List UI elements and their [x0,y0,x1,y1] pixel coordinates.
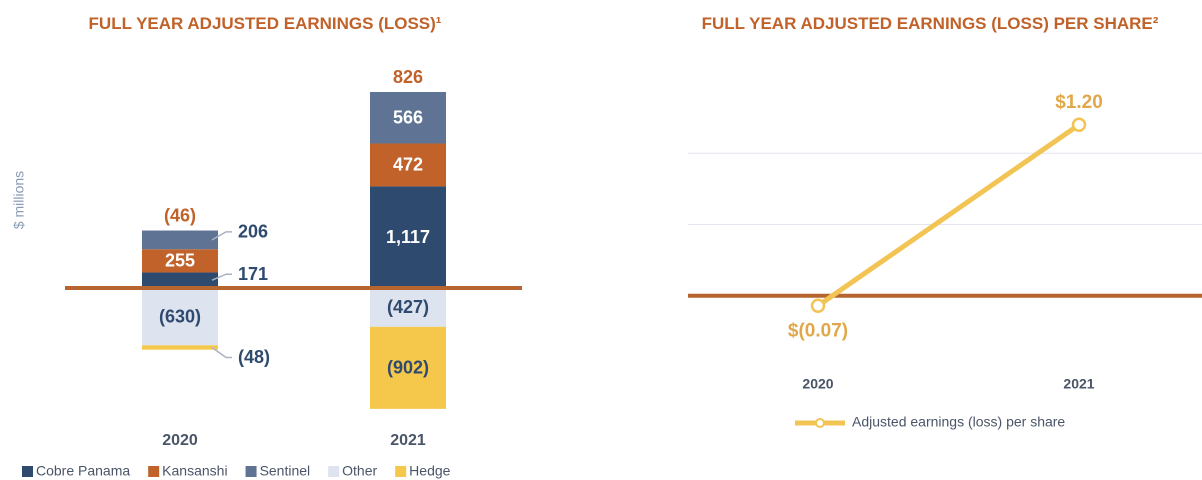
point [810,298,826,313]
bar-segment [370,326,446,409]
bar-segment [142,272,218,288]
value-label: 171 [238,264,268,284]
value-label: (427) [387,297,429,317]
value-label: $1.20 [1055,92,1103,113]
bar-segment [142,345,218,350]
y-axis-label: $ millions [11,171,27,229]
value-label: 472 [393,155,423,175]
x-tick-label: 2021 [1063,376,1094,392]
value-label: 255 [165,251,195,271]
legend-label: Hedge [409,463,450,479]
total-label: 826 [393,67,423,87]
bar-segment [370,143,446,187]
bar-segment [142,288,218,346]
x-tick-label: 2020 [162,432,198,449]
legend-swatch [395,466,407,477]
bar-segment [370,186,446,288]
bar-segment [370,92,446,144]
bar-segment [142,230,218,250]
legend-marker [815,418,825,428]
legend-swatch [148,466,160,477]
point [1071,117,1087,132]
value-label: 566 [393,107,423,127]
legend-swatch [245,466,257,477]
value-label: 206 [238,222,268,242]
total-label: (46) [164,205,196,225]
line [816,122,1081,308]
chart-title: FULL YEAR ADJUSTED EARNINGS (LOSS)¹ [88,14,442,33]
legend-label: Other [342,463,377,479]
legend-label: Cobre Panama [36,463,130,479]
value-label: 1,117 [386,227,430,247]
leader-line [211,346,232,359]
legend-swatch [328,466,340,477]
value-label: (48) [238,347,270,367]
legend-label: Sentinel [260,463,311,479]
legend-swatch [22,466,33,477]
x-tick-label: 2020 [802,376,833,392]
legend-label: Kansanshi [162,463,227,479]
value-label: (902) [387,358,429,378]
value-label: $(0.07) [788,321,848,342]
x-tick-label: 2021 [390,432,426,449]
chart-title: FULL YEAR ADJUSTED EARNINGS (LOSS) PER S… [701,14,1159,33]
legend-label: Adjusted earnings (loss) per share [852,414,1065,430]
value-label: (630) [159,306,201,326]
bar-segment [370,288,446,327]
bar-segment [142,249,218,273]
leader-line [211,231,232,241]
leader-line [211,273,232,281]
